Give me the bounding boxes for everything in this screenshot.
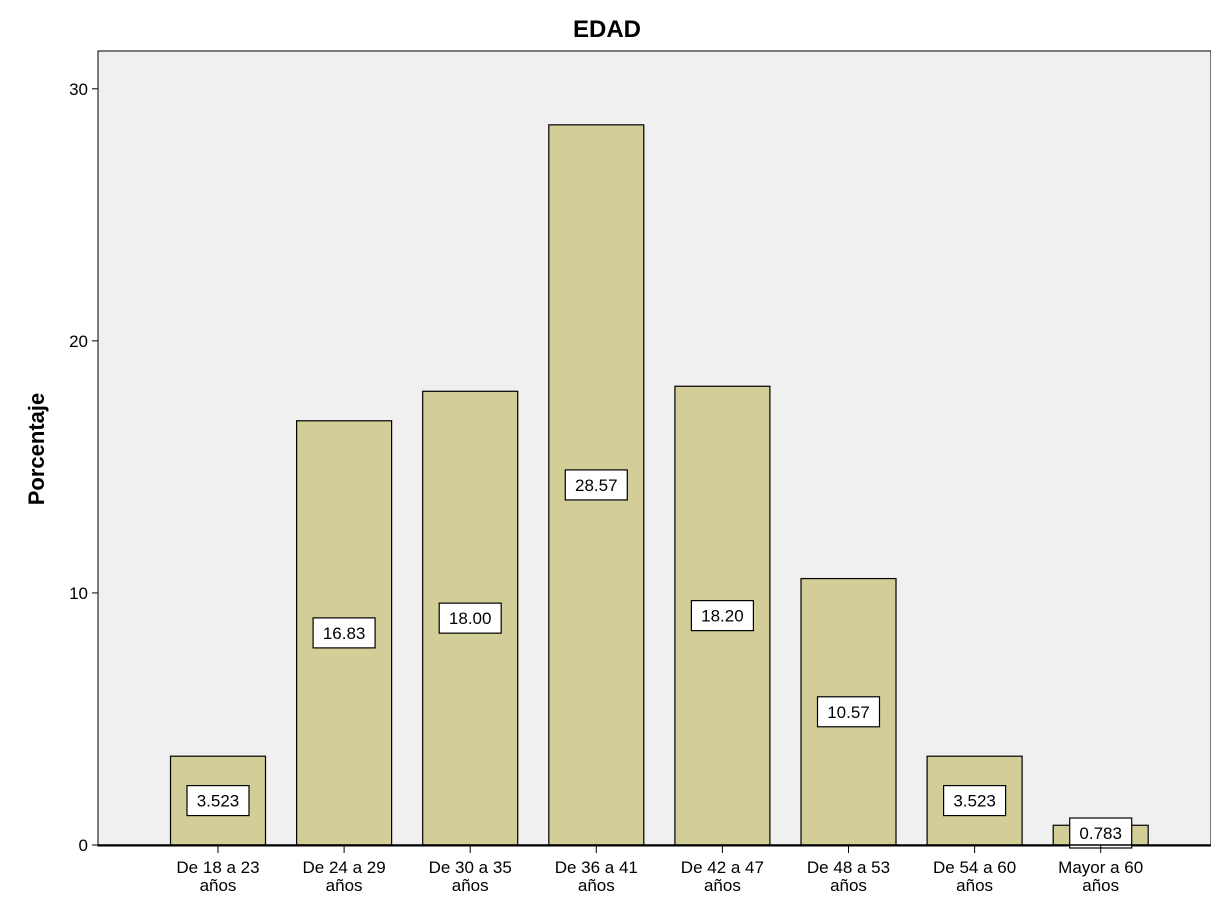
data-label: 10.57: [827, 703, 870, 722]
x-tick-label: años: [200, 876, 237, 895]
y-axis-label: Porcentaje: [24, 393, 49, 506]
x-tick-label: De 54 a 60: [933, 858, 1016, 877]
data-label: 0.783: [1079, 824, 1122, 843]
data-label: 18.20: [701, 607, 744, 626]
chart-title: EDAD: [573, 16, 641, 43]
x-tick-label: años: [830, 876, 867, 895]
y-tick-label: 10: [69, 584, 88, 603]
data-label-box: [690, 600, 755, 632]
x-tick-label: años: [452, 876, 489, 895]
data-label: 3.523: [197, 792, 240, 811]
data-label-box: [942, 784, 1007, 817]
plot-area: [97, 50, 1211, 847]
x-tick-label: años: [326, 876, 363, 895]
data-label-box: [564, 469, 628, 501]
data-label-box: [438, 602, 502, 634]
x-tick-label: De 18 a 23: [176, 858, 259, 877]
x-tick-label: De 24 a 29: [303, 858, 386, 877]
x-tick-label: De 48 a 53: [807, 858, 890, 877]
x-tick-label: De 30 a 35: [429, 858, 512, 877]
x-tick-label: años: [704, 876, 741, 895]
x-tick-label: años: [578, 876, 615, 895]
y-tick-label: 0: [79, 836, 88, 855]
x-tick-label: Mayor a 60: [1058, 858, 1143, 877]
data-label-box: [816, 696, 881, 728]
data-label: 28.57: [575, 476, 618, 495]
x-tick-label: De 42 a 47: [681, 858, 764, 877]
y-tick-label: 30: [69, 80, 88, 99]
data-labels-group: 3.523 16.83 18.00 28.57 18.20 10.57 3.523 0.783: [186, 469, 1133, 849]
x-tick-label: años: [956, 876, 993, 895]
y-axis: 0 10 20 30: [69, 80, 98, 855]
x-tick-label: De 36 a 41: [555, 858, 638, 877]
x-tick-label: años: [1082, 876, 1119, 895]
data-label-box: [186, 784, 250, 817]
y-tick-label: 20: [69, 332, 88, 351]
data-label: 16.83: [323, 624, 366, 643]
data-label-box: [312, 617, 376, 649]
data-label: 18.00: [449, 609, 492, 628]
data-label: 3.523: [953, 792, 996, 811]
